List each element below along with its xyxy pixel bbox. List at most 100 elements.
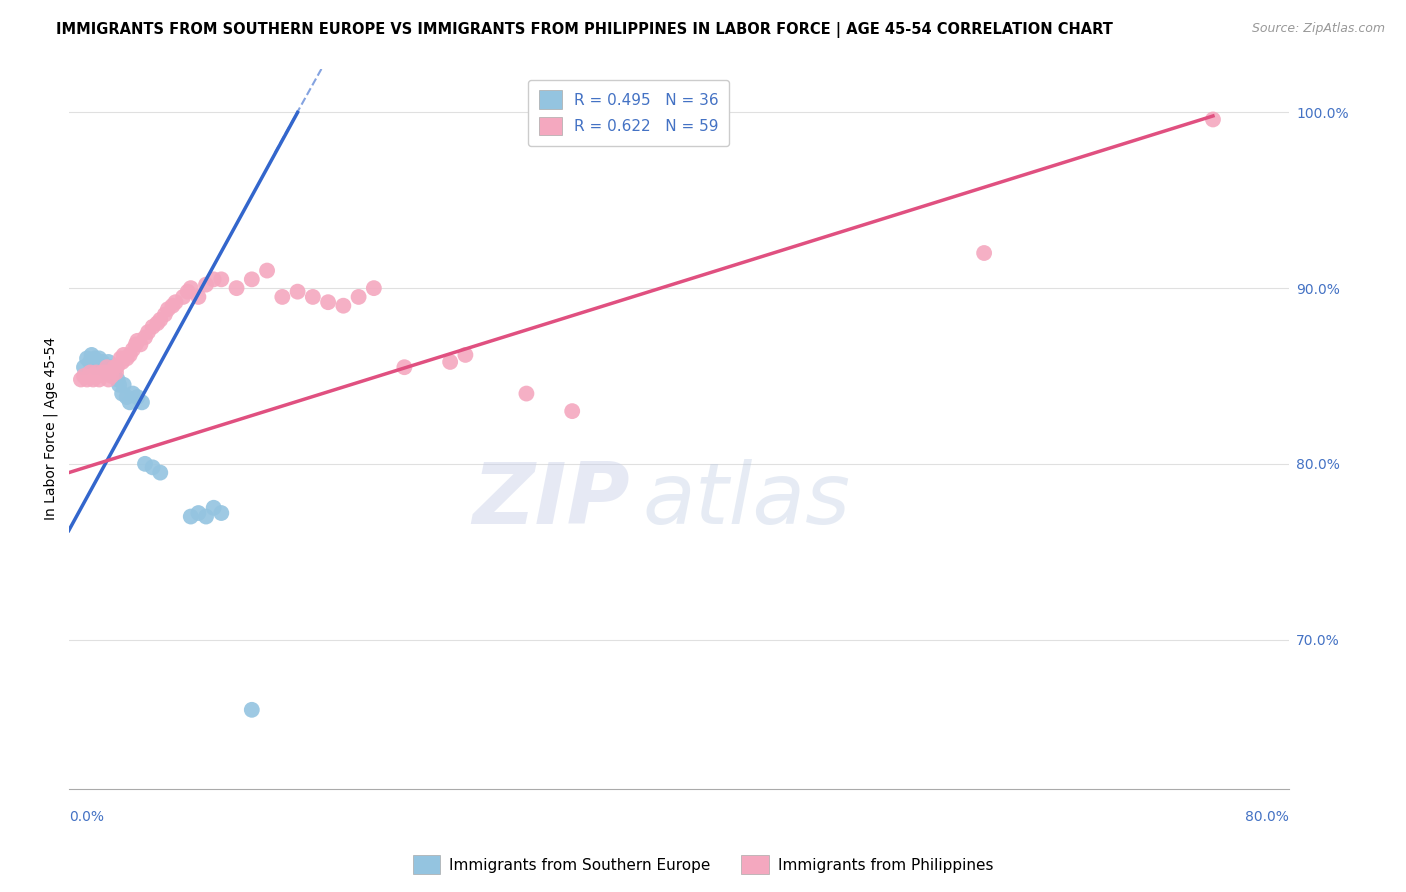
Point [96, 366, 118, 380]
Point [84, 360, 107, 375]
Point [172, 290, 194, 304]
Point [89, 351, 111, 366]
Point [82, 359, 104, 373]
Point [127, 390, 149, 404]
Point [118, 395, 141, 409]
Point [94, 366, 117, 380]
Point [202, 272, 225, 286]
Point [180, 281, 202, 295]
Text: 0.0%: 0.0% [69, 811, 104, 824]
Point [363, 281, 385, 295]
Point [209, 272, 232, 286]
Point [107, 372, 129, 386]
Point [165, 295, 187, 310]
Point [332, 299, 354, 313]
Point [973, 246, 995, 260]
Point [347, 290, 370, 304]
Point [316, 295, 339, 310]
Point [153, 308, 176, 322]
Point [111, 386, 134, 401]
Point [91, 366, 114, 380]
Point [93, 360, 115, 375]
Point [136, 325, 159, 339]
Point [84, 366, 107, 380]
Text: 80.0%: 80.0% [1246, 811, 1289, 824]
Point [107, 359, 129, 373]
Point [1202, 112, 1225, 127]
Point [149, 312, 172, 326]
Point [118, 348, 141, 362]
Point [115, 351, 138, 366]
Point [96, 360, 118, 375]
Legend: Immigrants from Southern Europe, Immigrants from Philippines: Immigrants from Southern Europe, Immigra… [406, 849, 1000, 880]
Point [89, 372, 111, 386]
Point [80, 348, 103, 362]
Point [98, 360, 121, 375]
Point [301, 290, 323, 304]
Point [131, 395, 153, 409]
Point [110, 351, 132, 366]
Point [129, 337, 152, 351]
Point [195, 509, 218, 524]
Point [82, 372, 104, 386]
Point [225, 281, 247, 295]
Text: atlas: atlas [643, 459, 851, 542]
Point [79, 366, 101, 380]
Point [125, 337, 148, 351]
Point [134, 457, 156, 471]
Point [162, 299, 184, 313]
Y-axis label: In Labor Force | Age 45-54: In Labor Force | Age 45-54 [44, 337, 58, 520]
Point [100, 366, 122, 380]
Point [202, 500, 225, 515]
Point [100, 369, 122, 384]
Point [103, 360, 125, 375]
Point [91, 355, 114, 369]
Point [80, 369, 103, 384]
Point [240, 703, 263, 717]
Point [115, 390, 138, 404]
Point [112, 348, 135, 362]
Point [149, 466, 172, 480]
Point [111, 355, 134, 369]
Point [112, 377, 135, 392]
Point [287, 285, 309, 299]
Text: Source: ZipAtlas.com: Source: ZipAtlas.com [1251, 22, 1385, 36]
Point [454, 348, 477, 362]
Point [127, 334, 149, 348]
Point [439, 355, 461, 369]
Point [561, 404, 583, 418]
Point [76, 372, 98, 386]
Point [146, 316, 169, 330]
Point [97, 355, 120, 369]
Point [76, 351, 98, 366]
Point [105, 366, 128, 380]
Point [103, 369, 125, 384]
Point [394, 360, 416, 375]
Point [156, 302, 179, 317]
Point [256, 263, 278, 277]
Point [87, 369, 110, 384]
Point [87, 355, 110, 369]
Point [187, 506, 209, 520]
Text: IMMIGRANTS FROM SOUTHERN EUROPE VS IMMIGRANTS FROM PHILIPPINES IN LABOR FORCE | : IMMIGRANTS FROM SOUTHERN EUROPE VS IMMIG… [56, 22, 1114, 38]
Point [195, 277, 218, 292]
Point [97, 372, 120, 386]
Point [180, 509, 202, 524]
Point [177, 285, 200, 299]
Point [209, 506, 232, 520]
Point [90, 359, 112, 373]
Point [187, 290, 209, 304]
Point [515, 386, 537, 401]
Point [108, 377, 131, 392]
Point [134, 330, 156, 344]
Point [73, 369, 96, 384]
Point [271, 290, 294, 304]
Point [73, 360, 96, 375]
Legend: R = 0.495   N = 36, R = 0.622   N = 59: R = 0.495 N = 36, R = 0.622 N = 59 [529, 79, 730, 146]
Point [240, 272, 263, 286]
Point [70, 372, 93, 386]
Point [142, 319, 165, 334]
Point [142, 460, 165, 475]
Point [121, 386, 143, 401]
Point [121, 343, 143, 357]
